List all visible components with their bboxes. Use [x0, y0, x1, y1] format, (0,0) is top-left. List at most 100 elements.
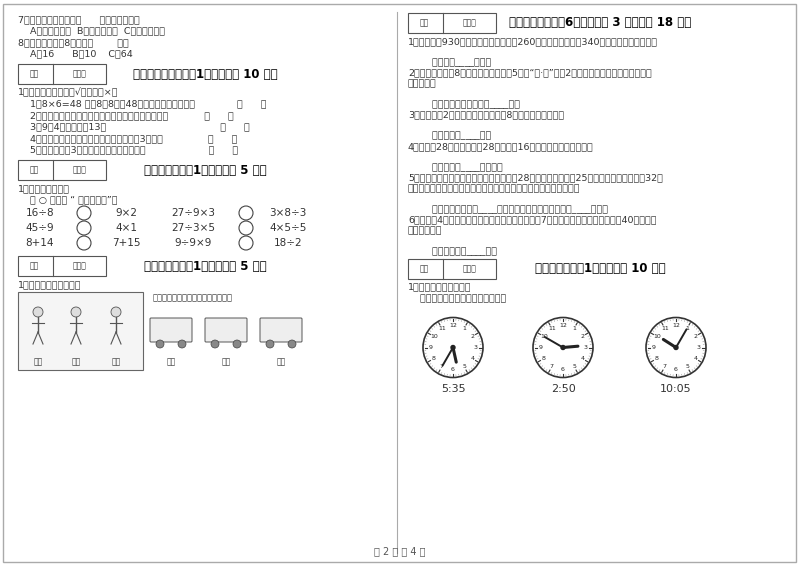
Text: 5: 5: [462, 364, 466, 369]
Text: 1: 1: [572, 326, 576, 331]
Text: 五、判断对与错（共1大题，共计 10 分）: 五、判断对与错（共1大题，共计 10 分）: [133, 67, 278, 80]
Text: 2: 2: [694, 334, 698, 339]
Text: 4、一个长方形桌面，锯掉一个角，只剩下3个角。               （      ）: 4、一个长方形桌面，锯掉一个角，只剩下3个角。 （ ）: [18, 134, 238, 143]
Text: 答：还剩____千克。: 答：还剩____千克。: [408, 58, 491, 67]
Text: 答：一共花了____元。: 答：一共花了____元。: [408, 247, 497, 256]
Text: 11: 11: [661, 326, 669, 331]
Text: 3: 3: [583, 345, 587, 350]
Text: 票的錢够吗？: 票的錢够吗？: [408, 226, 442, 235]
Text: 评卷人: 评卷人: [462, 264, 477, 273]
Circle shape: [71, 307, 81, 317]
Text: 评卷人: 评卷人: [462, 19, 477, 28]
Text: 答：没参加合唱队的有____人。: 答：没参加合唱队的有____人。: [408, 100, 520, 109]
Text: 2: 2: [580, 334, 584, 339]
Text: 2: 2: [470, 334, 474, 339]
Text: 3: 3: [696, 345, 700, 350]
Circle shape: [211, 340, 219, 348]
Text: 16÷8: 16÷8: [26, 208, 54, 218]
Text: 10: 10: [430, 334, 438, 339]
Text: 1、粮店运进930千克大米，第一天卖了260千克，第二天卖了340千克，还剩多少千克？: 1、粮店运进930千克大米，第一天卖了260千克，第二天卖了340千克，还剩多少…: [408, 37, 658, 46]
Text: 9÷9×9: 9÷9×9: [174, 238, 212, 248]
Circle shape: [178, 340, 186, 348]
Circle shape: [111, 307, 121, 317]
Circle shape: [33, 307, 43, 317]
Text: 小东: 小东: [71, 357, 81, 366]
Text: 7+15: 7+15: [112, 238, 140, 248]
Text: 1、动手操作，我会画。: 1、动手操作，我会画。: [408, 282, 471, 292]
Text: 小明: 小明: [111, 357, 121, 366]
Text: 9: 9: [429, 345, 433, 350]
Text: 6: 6: [561, 367, 565, 372]
Text: 评卷人: 评卷人: [73, 262, 86, 271]
Text: 得分: 得分: [30, 166, 38, 175]
Text: 10: 10: [540, 334, 548, 339]
FancyBboxPatch shape: [18, 256, 106, 276]
Text: 有多少人？: 有多少人？: [408, 79, 437, 88]
FancyBboxPatch shape: [18, 160, 106, 180]
FancyBboxPatch shape: [260, 318, 302, 342]
Text: 9×2: 9×2: [115, 208, 137, 218]
Circle shape: [646, 318, 706, 377]
Text: 1、我会判断大小。: 1、我会判断大小。: [18, 184, 70, 193]
Text: 8+14: 8+14: [26, 238, 54, 248]
Text: 七、连一连（共1大题，共计 5 分）: 七、连一连（共1大题，共计 5 分）: [144, 259, 266, 272]
Text: 8、两个乘数都是8，积是（        ）。: 8、两个乘数都是8，积是（ ）。: [18, 38, 129, 47]
Circle shape: [533, 318, 593, 377]
Text: 12: 12: [559, 323, 567, 328]
Circle shape: [451, 346, 455, 350]
Text: 8: 8: [655, 356, 658, 361]
Text: 小红: 小红: [34, 357, 42, 366]
Text: 4: 4: [694, 356, 698, 361]
Text: 1、根据物体，连一连。: 1、根据物体，连一连。: [18, 280, 82, 289]
Text: 8: 8: [432, 356, 436, 361]
FancyBboxPatch shape: [150, 318, 192, 342]
Circle shape: [561, 346, 565, 350]
Text: 克水果。王大爷批发了多少千克的水果？现在比原来少了多少千克？: 克水果。王大爷批发了多少千克的水果？现在比原来少了多少千克？: [408, 184, 581, 193]
FancyBboxPatch shape: [408, 13, 496, 33]
Text: 得分: 得分: [30, 262, 38, 271]
Text: 请你连一连，下面分别是谁看到的？: 请你连一连，下面分别是谁看到的？: [153, 293, 233, 302]
Text: 5:35: 5:35: [441, 385, 466, 394]
Text: 11: 11: [548, 326, 556, 331]
Text: 3、9个4相加的和是13。                                      （      ）: 3、9个4相加的和是13。 （ ）: [18, 123, 250, 132]
Text: 第 2 页 共 4 页: 第 2 页 共 4 页: [374, 546, 426, 556]
Text: 答：白雕有____只。: 答：白雕有____只。: [408, 132, 491, 141]
Text: 6: 6: [451, 367, 455, 372]
Circle shape: [233, 340, 241, 348]
Text: 4、小青有28张面片，照片28张面片多16张，小青有多少张照片？: 4、小青有28张面片，照片28张面片多16张，小青有多少张照片？: [408, 142, 594, 151]
Text: 7: 7: [663, 364, 667, 369]
Text: 6、小明和4个同学去公园玩，公园的儿童票是每张7元，他们一共花了多少元？剈40元去，买: 6、小明和4个同学去公园玩，公园的儿童票是每张7元，他们一共花了多少元？剈40元…: [408, 215, 657, 224]
Text: 9: 9: [652, 345, 656, 350]
Text: 2:50: 2:50: [550, 385, 575, 394]
Text: A、16      B、10    C、64: A、16 B、10 C、64: [18, 50, 133, 59]
Text: 小明: 小明: [276, 357, 286, 366]
FancyBboxPatch shape: [18, 292, 143, 370]
Text: 1: 1: [685, 326, 689, 331]
Text: 5、王大爷批发了一批水果回来，上午卖掉28千克，下午又卖掉25千克，这时发现还剩下32千: 5、王大爷批发了一批水果回来，上午卖掉28千克，下午又卖掉25千克，这时发现还剩…: [408, 173, 663, 182]
Text: 在下面的钟表上画出相应的时刻。: 在下面的钟表上画出相应的时刻。: [408, 294, 506, 303]
Text: 得分: 得分: [419, 19, 429, 28]
Circle shape: [266, 340, 274, 348]
Text: 4×5÷5: 4×5÷5: [270, 223, 306, 233]
Text: 10: 10: [653, 334, 661, 339]
Text: 3: 3: [474, 345, 477, 350]
Text: 5、钟表上显示3时，时针和分针成一直角。                     （      ）: 5、钟表上显示3时，时针和分针成一直角。 （ ）: [18, 146, 238, 154]
Circle shape: [288, 340, 296, 348]
Text: 答：王大爷批发了____千克的水果，现在比原来少了____千克。: 答：王大爷批发了____千克的水果，现在比原来少了____千克。: [408, 205, 608, 214]
Text: 9: 9: [539, 345, 542, 350]
Text: 8: 8: [542, 356, 546, 361]
Circle shape: [156, 340, 164, 348]
Text: 18÷2: 18÷2: [274, 238, 302, 248]
Text: 3×8÷3: 3×8÷3: [270, 208, 306, 218]
Text: 11: 11: [438, 326, 446, 331]
Text: 7、通过测量我们发现（      ）跳得比较远。: 7、通过测量我们发现（ ）跳得比较远。: [18, 15, 140, 24]
Text: 评卷人: 评卷人: [73, 69, 86, 79]
Text: 得分: 得分: [30, 69, 38, 79]
Text: 十、综合题（共1大题，共计 10 分）: 十、综合题（共1大题，共计 10 分）: [534, 262, 666, 275]
Text: 评卷人: 评卷人: [73, 166, 86, 175]
Text: 45÷9: 45÷9: [26, 223, 54, 233]
Text: 27÷3×5: 27÷3×5: [171, 223, 215, 233]
Text: 1、判断对错，对的打√，错的打×。: 1、判断对错，对的打√，错的打×。: [18, 88, 118, 97]
Text: 12: 12: [449, 323, 457, 328]
Text: 5: 5: [685, 364, 689, 369]
